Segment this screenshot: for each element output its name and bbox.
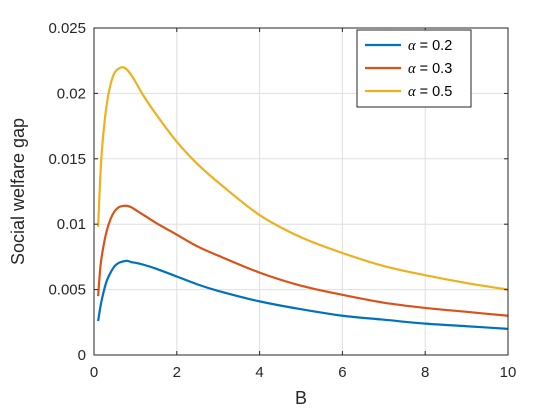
y-tick-label: 0.01 bbox=[57, 216, 86, 233]
x-tick-label: 0 bbox=[90, 364, 98, 381]
y-tick-label: 0.015 bbox=[48, 151, 86, 168]
legend-entry-1: α = 0.2 bbox=[408, 38, 452, 54]
x-tick-label: 4 bbox=[255, 364, 263, 381]
x-tick-label: 8 bbox=[421, 364, 429, 381]
axes-frame bbox=[93, 27, 509, 356]
series-lines bbox=[97, 66, 509, 330]
legend-alpha-symbol: α bbox=[408, 38, 416, 54]
legend-alpha-symbol: α bbox=[408, 61, 416, 77]
series-line-2 bbox=[97, 204, 509, 317]
legend-value: = 0.5 bbox=[420, 84, 453, 100]
series-line-3 bbox=[97, 66, 509, 291]
legend: α = 0.2α = 0.3α = 0.5 bbox=[356, 29, 472, 108]
legend-value: = 0.3 bbox=[420, 61, 453, 77]
legend-entry-3: α = 0.5 bbox=[408, 84, 452, 100]
y-tick-label: 0.02 bbox=[57, 85, 86, 102]
legend-value: = 0.2 bbox=[420, 38, 453, 54]
y-tick-label: 0.025 bbox=[48, 20, 86, 37]
series-line-1 bbox=[97, 259, 509, 330]
axis-ticks bbox=[93, 27, 509, 356]
legend-entry-2: α = 0.3 bbox=[408, 61, 452, 77]
tick-labels: 0 2 4 6 8 10 0 0.005 0.01 0.015 0.02 0.025 bbox=[48, 20, 516, 381]
x-tick-label: 10 bbox=[500, 364, 517, 381]
x-axis-label: B bbox=[295, 388, 307, 408]
x-tick-label: 6 bbox=[338, 364, 346, 381]
y-axis-label: Social welfare gap bbox=[8, 118, 28, 265]
y-tick-label: 0 bbox=[78, 347, 86, 364]
x-tick-label: 2 bbox=[173, 364, 181, 381]
legend-alpha-symbol: α bbox=[408, 84, 416, 100]
y-tick-label: 0.005 bbox=[48, 282, 86, 299]
